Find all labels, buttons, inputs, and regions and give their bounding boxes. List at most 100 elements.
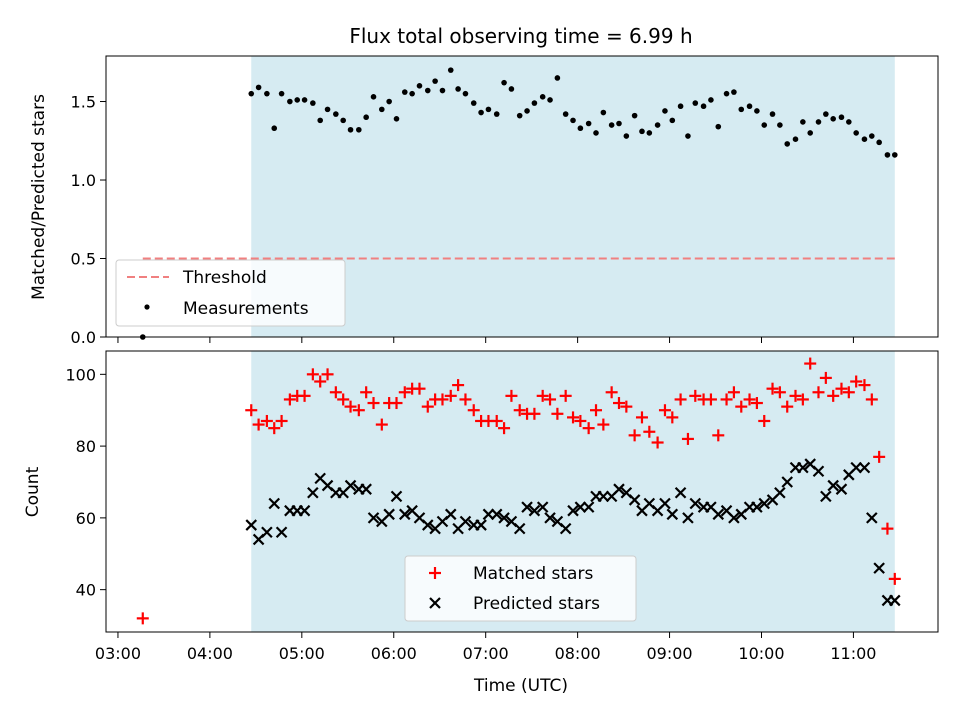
predicted-stars-point (390, 490, 403, 503)
legend-matched-swatch (429, 567, 441, 579)
measurement-point (462, 90, 469, 97)
matched-stars-point (865, 393, 878, 406)
matched-stars-point (789, 389, 802, 402)
measurements-series (139, 67, 898, 340)
predicted-stars-point (613, 483, 625, 495)
predicted-stars-point (666, 508, 679, 521)
matched-stars-point (528, 407, 541, 420)
matched-stars-point (551, 407, 564, 420)
matched-stars-point (674, 393, 687, 406)
measurement-point (616, 120, 622, 127)
measurement-point (317, 117, 324, 124)
x-tick-label: 10:00 (738, 644, 784, 663)
measurement-point (562, 111, 569, 117)
measurement-point (271, 125, 278, 132)
matched-stars-point (681, 432, 694, 445)
x-tick-label: 03:00 (95, 644, 141, 663)
ratio-panel: 0.0 0.5 1.0 1.5 Matched/Predicted stars Thr… (29, 55, 939, 347)
measurement-point (401, 89, 408, 95)
matched-stars-point (505, 389, 518, 402)
measurement-point (853, 130, 859, 136)
predicted-stars-point (399, 508, 411, 521)
matched-stars-point (314, 375, 327, 388)
predicted-stars-point (812, 465, 825, 478)
matched-stars-point (727, 386, 740, 399)
matched-stars-point (536, 389, 549, 402)
ratio-x-ticks (117, 337, 854, 343)
matched-stars-point (658, 404, 671, 417)
measurement-point (654, 122, 661, 128)
matched-stars-point (720, 393, 733, 406)
x-tick-label: 06:00 (371, 644, 417, 663)
measurement-point (784, 141, 791, 147)
matched-stars-point (490, 414, 503, 427)
predicted-stars-point (528, 504, 541, 517)
matched-stars-point (421, 400, 434, 413)
measurement-point (754, 108, 760, 114)
predicted-stars-point (245, 519, 258, 531)
count-plot-frame (105, 350, 939, 633)
measurement-point (439, 87, 446, 94)
measurement-point (347, 126, 354, 133)
predicted-stars-point (421, 519, 434, 531)
matched-stars-point (136, 612, 149, 625)
matched-stars-point (842, 386, 855, 399)
count-y-ticks: 40 60 80 100 (65, 365, 106, 600)
matched-stars-point (544, 393, 557, 406)
matched-stars-point (766, 382, 779, 395)
measurement-point (861, 136, 868, 143)
measurement-point (278, 90, 285, 97)
predicted-stars-point (521, 501, 533, 513)
measurement-point (432, 78, 438, 84)
measurement-point (485, 106, 492, 113)
matched-stars-point (888, 572, 901, 585)
count-y-axis-label: Count (23, 466, 43, 517)
matched-stars-point (605, 386, 618, 399)
measurement-point (255, 84, 262, 91)
measurement-point (301, 97, 308, 103)
measurement-point (623, 133, 630, 139)
legend-matched-label: Matched stars (473, 564, 593, 584)
measurement-point (846, 119, 852, 125)
matched-stars-point (689, 389, 702, 402)
measurement-point (370, 94, 377, 100)
matched-stars-point (773, 386, 786, 399)
matched-stars-point (666, 411, 679, 424)
predicted-stars-point (858, 461, 871, 474)
predicted-stars-point (751, 501, 763, 513)
measurement-point (287, 98, 293, 105)
predicted-stars-point (659, 497, 671, 510)
predicted-stars-point (360, 483, 372, 495)
matched-stars-point (582, 422, 595, 435)
predicted-stars-point (797, 461, 809, 474)
measurement-point (577, 125, 584, 132)
x-tick-label: 07:00 (463, 644, 509, 663)
matched-stars-point (452, 379, 465, 392)
measurement-point (524, 108, 530, 114)
count-legend-box (404, 555, 637, 622)
x-tick-label: 05:00 (279, 644, 325, 663)
ratio-legend-box (115, 259, 346, 327)
measurement-point (876, 139, 882, 146)
measurement-point (807, 130, 814, 136)
y-tick-label: 60 (76, 509, 96, 528)
matched-stars-point (612, 397, 625, 410)
legend-measurements-label: Measurements (183, 299, 309, 319)
matched-stars-point (873, 450, 886, 463)
predicted-stars-point (728, 512, 740, 524)
measurement-point (416, 83, 423, 89)
matched-stars-point (712, 429, 725, 442)
measurement-point (662, 108, 668, 114)
x-tick-label: 04:00 (187, 644, 233, 663)
predicted-stars-point (261, 526, 273, 539)
matched-stars-point (283, 393, 296, 406)
predicted-stars-point (850, 461, 862, 474)
predicted-stars-point (774, 486, 786, 499)
legend-threshold-label: Threshold (182, 268, 267, 288)
predicted-stars-point (758, 497, 771, 510)
measurement-point (869, 133, 875, 139)
predicted-stars-point (674, 486, 687, 499)
count-x-ticks: 03:00 04:00 05:00 06:00 07:00 08:00 09:00 10:00… (95, 632, 876, 663)
matched-stars-point (375, 418, 388, 431)
